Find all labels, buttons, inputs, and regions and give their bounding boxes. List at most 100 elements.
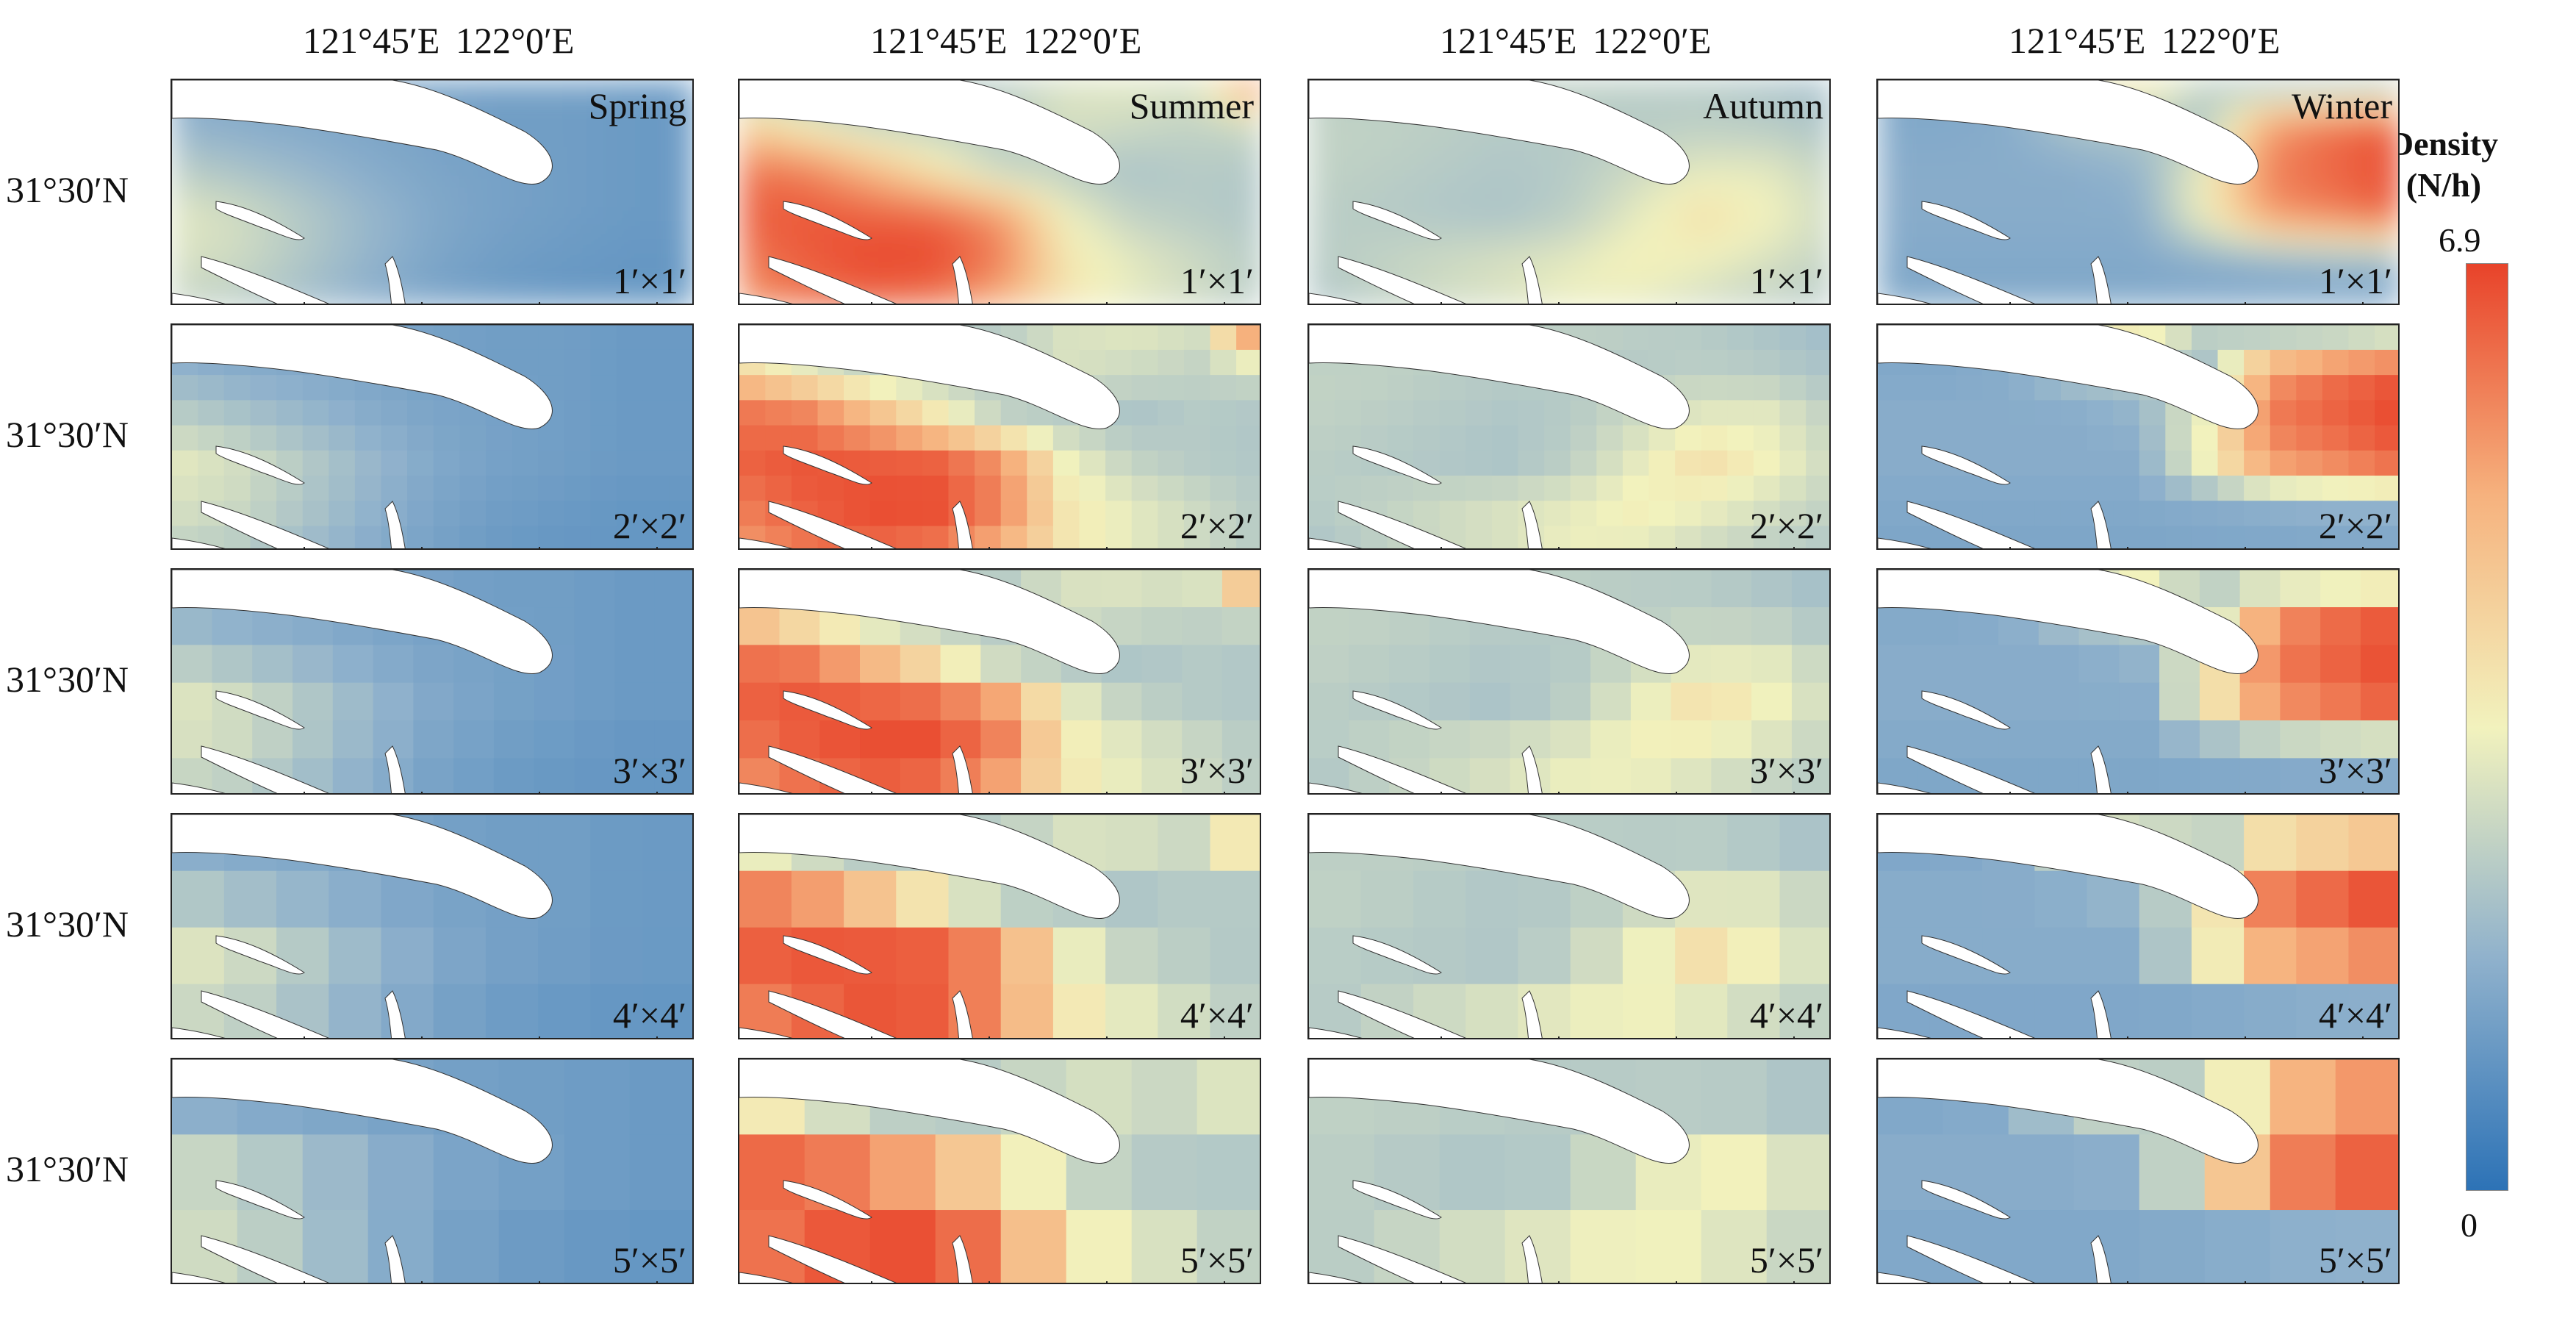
density-cell [2322,501,2350,527]
density-cell [564,240,578,254]
density-cell [1504,173,1519,187]
density-cell [1929,226,1944,240]
density-cell [525,80,539,94]
density-cell [1596,212,1610,227]
density-cell [459,199,473,214]
density-cell [1309,266,1323,281]
density-cell [2256,293,2271,304]
density-cell [791,293,806,304]
density-cell [1793,226,1807,240]
density-cell [1413,240,1427,254]
density-cell [2008,173,2023,187]
density-cell [2375,199,2389,214]
density-cell [1753,293,1768,304]
density-cell [1182,758,1223,793]
density-cell [2280,758,2321,793]
heatmap-svg [1309,1059,1829,1283]
density-cell [172,199,186,214]
density-cell [1793,93,1807,107]
resolution-label: 1′×1′ [1180,260,1254,301]
density-cell [459,266,473,281]
density-cell [1249,199,1260,214]
density-cell [1904,146,1917,161]
density-cell [1079,450,1106,476]
density-cell [354,293,369,304]
density-cell [1158,450,1185,476]
density-cell [1982,186,1996,201]
density-cell [574,645,615,684]
density-cell [498,80,513,94]
season-label: Winter [2292,85,2392,126]
density-cell [1793,240,1807,254]
density-cell [987,240,1002,254]
density-cell [1210,814,1260,872]
density-cell [550,93,565,107]
density-cell [922,226,936,240]
resolution-label: 1′×1′ [1749,260,1823,301]
density-cell [1753,253,1768,267]
density-cell [2348,526,2375,548]
density-cell [2113,279,2127,294]
density-cell [1131,186,1146,201]
density-cell [1675,186,1689,201]
density-cell [2244,186,2258,201]
density-cell [2361,120,2375,134]
density-cell [1348,120,1362,134]
density-cell [1878,212,1892,227]
density-cell [223,870,277,928]
density-cell [407,199,421,214]
density-cell [2335,279,2350,294]
density-cell [1389,720,1430,759]
density-cell [1196,1210,1260,1283]
density-cell [512,349,539,376]
density-cell [656,293,670,304]
map-panel: 2′×2′ [1307,323,1831,550]
density-cell [493,758,535,793]
density-cell [564,293,578,304]
density-cell [1439,501,1466,527]
density-cell [1360,160,1375,174]
density-cell [922,425,950,451]
density-cell [739,450,766,476]
density-cell [1766,146,1781,161]
density-cell [2387,173,2398,187]
density-cell [1818,226,1829,240]
density-cell [1479,266,1493,281]
density-cell [804,186,819,201]
density-cell [1753,240,1768,254]
density-cell [1751,720,1793,759]
density-cell [1061,570,1102,608]
density-cell [1335,146,1349,161]
density-cell [2204,240,2219,254]
density-cell [1223,199,1237,214]
density-cell [2348,80,2362,94]
density-cell [2335,120,2350,134]
density-cell [211,120,225,134]
density-cell [1662,186,1676,201]
density-cell [1052,984,1106,1038]
density-cell [603,93,617,107]
density-cell [2283,106,2297,121]
density-cell [1066,106,1080,121]
density-cell [1158,293,1172,304]
density-cell [329,476,356,501]
density-cell [2165,199,2179,214]
density-cell [1751,570,1793,608]
density-cell [2244,266,2258,281]
density-cell [381,146,395,161]
density-cell [940,645,981,684]
density-cell [2375,106,2389,121]
density-cell [1118,106,1133,121]
density-cell [237,186,251,201]
density-cell [590,120,604,134]
density-cell [1929,160,1944,174]
density-cell [2335,160,2350,174]
density-cell [1105,240,1119,254]
density-cell [1105,450,1133,476]
density-cell [1491,186,1506,201]
density-cell [830,160,844,174]
density-cell [2199,720,2241,759]
density-cell [1622,425,1650,451]
density-cell [1791,570,1829,608]
density-cell [1158,814,1211,872]
